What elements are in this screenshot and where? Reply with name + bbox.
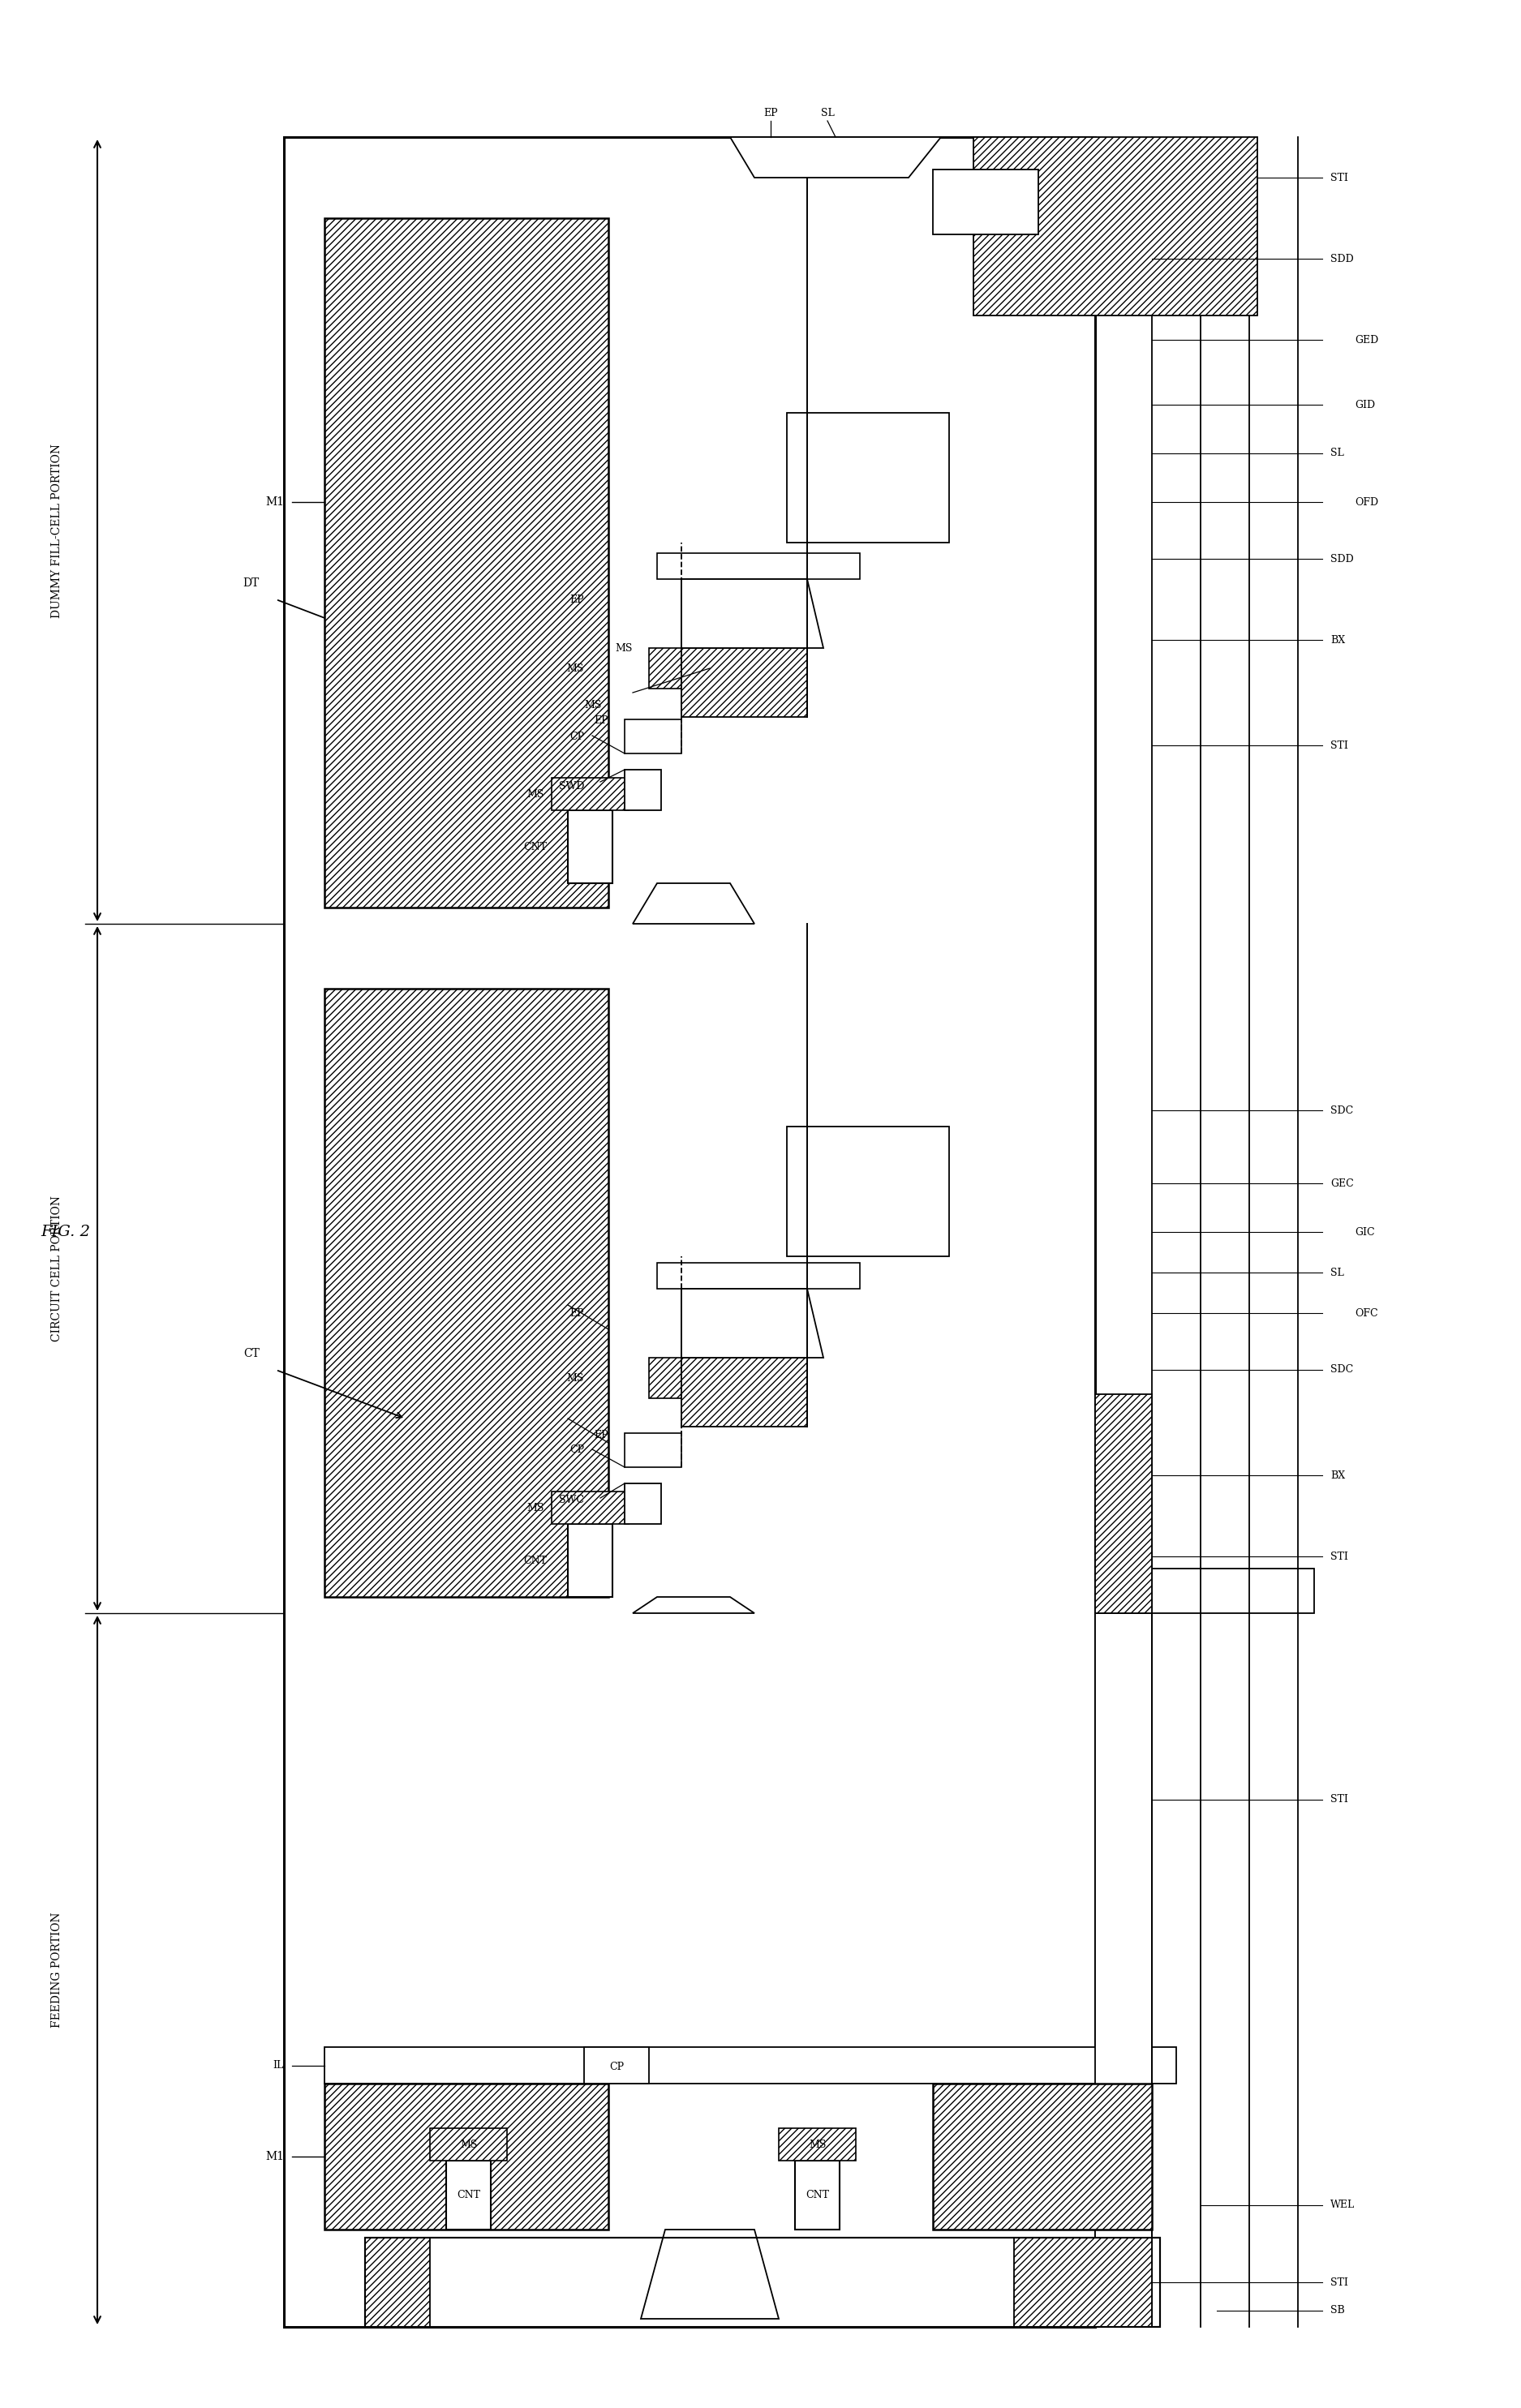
Text: BX: BX [1331,1469,1345,1481]
Bar [932,169,1039,234]
Bar [657,1262,859,1288]
Bar [284,137,1095,2326]
Text: STI: STI [1331,173,1348,183]
Text: MS: MS [526,790,545,799]
Bar [1095,1613,1151,2326]
Text: OFD: OFD [1355,496,1378,508]
Text: STI: STI [1331,1551,1348,1563]
Text: CP: CP [569,1445,584,1454]
Bar [681,578,808,648]
Bar [681,648,808,718]
Text: SL: SL [821,108,834,118]
Text: SL: SL [1331,1267,1345,1279]
Bar [779,2129,856,2160]
Bar [657,554,859,578]
Bar [365,2237,1161,2326]
Text: EP: EP [764,108,777,118]
Text: MS: MS [567,662,584,674]
Bar [625,1433,681,1466]
Text: CNT: CNT [523,840,548,852]
Polygon shape [681,1288,823,1358]
Text: STI: STI [1331,739,1348,751]
Text: MS: MS [809,2138,826,2150]
Bar [625,720,681,754]
Bar [681,1288,808,1358]
Bar [430,2237,1015,2326]
Text: MS: MS [526,1503,545,1512]
Text: GID: GID [1355,400,1375,409]
Text: SB: SB [1331,2304,1345,2316]
Text: M1: M1 [265,2150,284,2162]
Text: SL: SL [1331,448,1345,458]
Polygon shape [625,1483,662,1524]
Polygon shape [640,2230,779,2319]
Polygon shape [681,578,823,648]
Bar [567,1524,613,1597]
Text: SWD: SWD [558,780,584,792]
Text: CIRCUIT CELL PORTION: CIRCUIT CELL PORTION [52,1194,62,1341]
Text: CNT: CNT [806,2191,829,2201]
Bar [584,2047,649,2083]
Text: SDC: SDC [1331,1365,1354,1375]
Bar [365,2237,1161,2326]
Text: WEL: WEL [1331,2201,1355,2211]
Polygon shape [633,1597,754,1613]
Text: EP: EP [570,595,584,604]
Text: SDC: SDC [1331,1105,1354,1115]
Text: CT: CT [243,1348,260,1358]
Polygon shape [365,2237,430,2326]
Text: CNT: CNT [523,1556,548,1565]
Text: MS: MS [461,2138,478,2150]
Bar [649,648,710,689]
Bar [786,412,949,542]
Text: CP: CP [569,732,584,742]
Text: GIC: GIC [1355,1226,1375,1238]
Text: BX: BX [1331,636,1345,645]
Text: GEC: GEC [1331,1178,1354,1190]
Text: DUMMY FILL-CELL PORTION: DUMMY FILL-CELL PORTION [52,443,62,616]
Polygon shape [625,771,662,809]
Text: EP: EP [595,715,608,727]
Bar [973,137,1258,315]
Text: STI: STI [1331,2278,1348,2288]
Bar [552,778,628,809]
Text: EP: EP [570,1308,584,1317]
Bar [446,2160,491,2230]
Text: MS: MS [616,643,633,653]
Bar [567,809,613,884]
Bar [786,1127,949,1257]
Text: GED: GED [1355,335,1378,344]
Text: SDD: SDD [1331,253,1354,265]
Text: STI: STI [1331,1794,1348,1806]
Text: EP: EP [595,1430,608,1440]
Bar [795,2160,840,2230]
Text: FIG. 2: FIG. 2 [41,1226,90,1240]
Text: FEEDING PORTION: FEEDING PORTION [52,1912,62,2028]
Polygon shape [1015,2237,1151,2326]
Bar [1095,1568,1314,1613]
Polygon shape [1095,1394,1151,1613]
Bar [552,1491,628,1524]
Text: CNT: CNT [458,2191,481,2201]
Bar [932,2083,1151,2230]
Text: IL: IL [274,2061,284,2071]
Bar [430,2129,506,2160]
Text: DT: DT [243,578,260,590]
Text: SDD: SDD [1331,554,1354,563]
Bar [324,219,608,908]
Text: MS: MS [567,1373,584,1382]
Polygon shape [730,137,941,178]
Polygon shape [633,884,754,925]
Text: MS: MS [584,701,601,710]
Bar [649,1358,710,1399]
Bar [324,2047,1176,2083]
Bar [324,2083,608,2230]
Bar [324,990,608,1597]
Text: OFC: OFC [1355,1308,1378,1317]
Text: M1: M1 [265,496,284,508]
Bar [681,1358,808,1426]
Text: SWC: SWC [558,1495,584,1505]
Text: CP: CP [610,2061,624,2073]
